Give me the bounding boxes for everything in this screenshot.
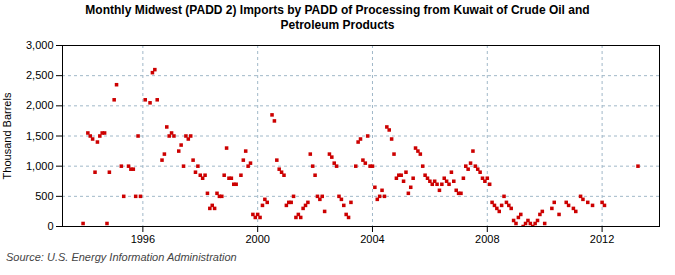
svg-text:1,500: 1,500 [26,130,54,142]
svg-text:2004: 2004 [360,233,384,245]
svg-text:0: 0 [47,220,53,232]
svg-text:3,000: 3,000 [26,39,54,51]
html-text:Monthly Midwest (PADD 2) Impor: Monthly Midwest (PADD 2) Imports by PADD… [85,3,590,32]
svg-text:2,000: 2,000 [26,99,54,111]
svg-text:2000: 2000 [245,233,269,245]
svg-text:2008: 2008 [475,233,499,245]
svg-text:1996: 1996 [131,233,155,245]
html-text:Source: U.S. Energy Informatio: Source: U.S. Energy Information Administ… [6,251,237,263]
svg-text:Thousand Barrels: Thousand Barrels [1,92,13,179]
svg-text:2012: 2012 [590,233,614,245]
svg-text:2,500: 2,500 [26,69,54,81]
svg-text:500: 500 [35,190,53,202]
svg-text:1,000: 1,000 [26,160,54,172]
